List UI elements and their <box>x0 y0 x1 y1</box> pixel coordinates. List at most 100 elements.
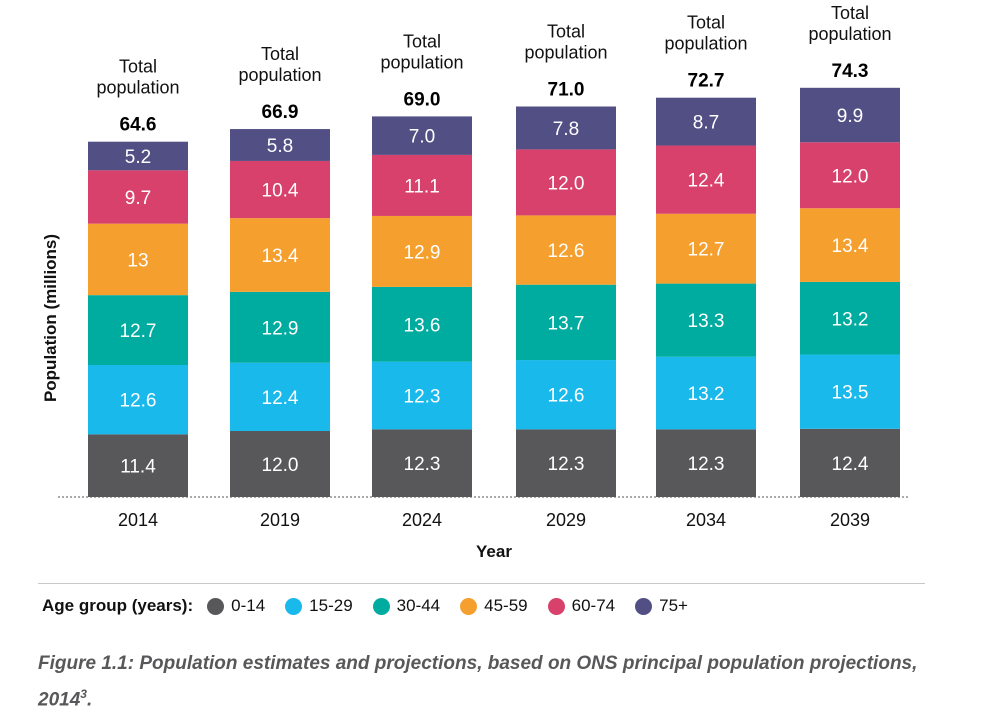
bar-segment-15-29-2019 <box>230 362 330 431</box>
caption-footnote: 3 <box>80 687 87 701</box>
total-value: 74.3 <box>832 61 869 82</box>
bar-segment-60-74-2039 <box>800 142 900 209</box>
total-value: 69.0 <box>404 89 441 110</box>
data-label: 12.4 <box>262 388 299 409</box>
data-label: 13 <box>127 250 148 271</box>
data-label: 12.7 <box>688 240 725 261</box>
legend-swatch <box>372 597 390 615</box>
x-tick-label: 2019 <box>260 510 300 530</box>
bar-segment-45-59-2029 <box>516 215 616 285</box>
figure-caption: Figure 1.1: Population estimates and pro… <box>38 648 968 715</box>
bar-segment-30-44-2039 <box>800 281 900 355</box>
data-label: 12.3 <box>404 387 441 408</box>
data-label: 12.6 <box>120 391 157 412</box>
data-label: 9.7 <box>125 188 151 209</box>
bar-segment-75+-2019 <box>230 129 330 161</box>
data-label: 11.1 <box>404 176 440 197</box>
legend-label: 45-59 <box>484 596 528 615</box>
data-label: 12.0 <box>548 173 585 194</box>
bar-segment-15-29-2039 <box>800 354 900 429</box>
bar-segment-0-14-2014 <box>88 434 188 497</box>
data-label: 7.0 <box>409 127 435 148</box>
bar-segment-60-74-2024 <box>372 154 472 216</box>
total-label-line2: population <box>96 78 179 98</box>
data-label: 12.4 <box>832 454 869 475</box>
x-axis-label: Year <box>476 542 512 561</box>
data-label: 13.2 <box>832 309 869 330</box>
x-tick-label: 2029 <box>546 510 586 530</box>
data-label: 5.8 <box>267 136 293 157</box>
legend-swatch <box>207 597 225 615</box>
data-label: 13.6 <box>404 315 441 336</box>
data-label: 12.4 <box>688 171 725 192</box>
legend-item-30-44: 30-44 <box>372 596 441 616</box>
total-label-line2: population <box>380 52 463 72</box>
total-label-line2: population <box>664 34 747 54</box>
legend-label: 0-14 <box>231 596 266 615</box>
bar-segment-45-59-2034 <box>656 213 756 284</box>
data-label: 13.4 <box>832 236 869 257</box>
x-tick-label: 2034 <box>686 510 726 530</box>
bar-segment-30-44-2024 <box>372 286 472 362</box>
legend-label: 30-44 <box>396 596 441 615</box>
total-label-line1: Total <box>687 13 725 33</box>
data-label: 12.3 <box>404 454 441 475</box>
data-label: 11.4 <box>120 457 156 478</box>
data-label: 12.3 <box>688 454 725 475</box>
data-label: 13.4 <box>262 246 299 267</box>
x-tick-label: 2024 <box>402 510 442 530</box>
data-label: 7.8 <box>553 119 579 140</box>
bar-segment-0-14-2019 <box>230 431 330 497</box>
legend-divider <box>38 583 925 584</box>
legend-label: 75+ <box>659 596 688 615</box>
bar-segment-75+-2029 <box>516 106 616 150</box>
bar-segment-75+-2039 <box>800 87 900 143</box>
stacked-bar-chart: Population (millions) Year 11.4 12.6 12.7 1… <box>41 3 910 561</box>
legend-item-15-29: 15-29 <box>285 596 353 616</box>
bar-segment-75+-2014 <box>88 141 188 171</box>
total-label-line1: Total <box>403 31 441 51</box>
bar-segment-60-74-2019 <box>230 160 330 219</box>
bar-segment-0-14-2034 <box>656 429 756 497</box>
data-label: 13.3 <box>688 311 725 332</box>
bar-segment-75+-2024 <box>372 116 472 155</box>
bar-segment-45-59-2039 <box>800 208 900 282</box>
legend-swatch <box>547 597 565 615</box>
bar-segment-30-44-2014 <box>88 295 188 365</box>
total-label-line1: Total <box>547 22 585 42</box>
bar-segment-45-59-2014 <box>88 223 188 296</box>
bar-segment-0-14-2029 <box>516 429 616 497</box>
caption-suffix: . <box>86 689 93 711</box>
bar-segment-60-74-2034 <box>656 145 756 214</box>
legend-label: 60-74 <box>571 596 616 615</box>
legend-item-60-74: 60-74 <box>547 596 616 616</box>
data-label: 9.9 <box>837 106 863 127</box>
data-label: 12.7 <box>120 321 157 342</box>
total-label-line1: Total <box>261 44 299 64</box>
total-value: 66.9 <box>262 102 299 123</box>
legend-title: Age group (years): <box>42 596 194 615</box>
bar-segment-15-29-2024 <box>372 361 472 430</box>
data-label: 12.0 <box>832 166 869 187</box>
legend-label: 15-29 <box>309 596 353 615</box>
x-tick-label: 2039 <box>830 510 870 530</box>
data-label: 12.6 <box>548 241 585 262</box>
data-label: 12.3 <box>548 454 585 475</box>
total-value: 72.7 <box>688 71 725 92</box>
bar-segment-0-14-2024 <box>372 429 472 497</box>
bar-segment-30-44-2019 <box>230 291 330 363</box>
legend-swatch <box>635 597 653 615</box>
data-label: 10.4 <box>262 181 299 202</box>
bar-segment-60-74-2014 <box>88 170 188 224</box>
bar-segment-30-44-2034 <box>656 283 756 357</box>
bar-segment-0-14-2039 <box>800 428 900 497</box>
bar-segment-15-29-2034 <box>656 356 756 430</box>
legend-swatch <box>460 597 478 615</box>
x-tick-label: 2014 <box>118 510 158 530</box>
bar-segment-75+-2034 <box>656 97 756 146</box>
data-label: 13.7 <box>548 313 585 334</box>
bar-segment-30-44-2029 <box>516 284 616 361</box>
legend-item-75+: 75+ <box>635 596 688 616</box>
bar-segment-45-59-2024 <box>372 215 472 287</box>
data-label: 12.6 <box>548 386 585 407</box>
